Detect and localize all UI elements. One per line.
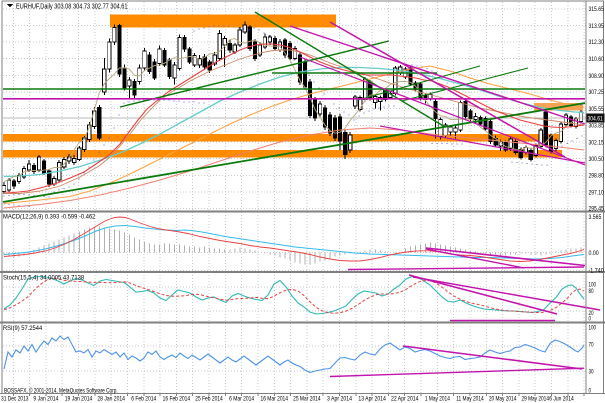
svg-text:-1.740: -1.740 [589,268,605,275]
svg-text:6 Jun 2014: 6 Jun 2014 [549,395,574,402]
svg-text:6 Feb 2014: 6 Feb 2014 [131,395,156,402]
svg-text:302.15: 302.15 [589,140,605,147]
svg-text:80: 80 [589,288,594,295]
svg-text:100: 100 [589,281,597,288]
svg-text:Stoch(15,5,4) 34.0005 43.7138: Stoch(15,5,4) 34.0005 43.7138 [3,275,85,282]
svg-text:100: 100 [589,324,597,331]
svg-text:28 Jan 2014: 28 Jan 2014 [97,395,125,402]
svg-text:0: 0 [589,316,592,323]
svg-text:30: 30 [589,368,594,375]
svg-text:6 Mar 2014: 6 Mar 2014 [229,395,254,402]
svg-text:295.45: 295.45 [589,206,605,213]
svg-text:3 Apr 2014: 3 Apr 2014 [327,395,352,402]
svg-text:22 Apr 2014: 22 Apr 2014 [391,395,419,402]
svg-text:19 Jan 2014: 19 Jan 2014 [65,395,93,402]
svg-text:310.60: 310.60 [589,56,605,63]
svg-text:29 May 2014: 29 May 2014 [521,395,549,402]
svg-text:16 Mar 2014: 16 Mar 2014 [261,395,289,402]
svg-text:25 Mar 2014: 25 Mar 2014 [293,395,321,402]
svg-text:BOSSAFX, © 2001-2014, MetaQuot: BOSSAFX, © 2001-2014, MetaQuotes Softwar… [4,386,118,394]
svg-text:31 Dec 2013: 31 Dec 2013 [1,395,29,402]
svg-text:297.10: 297.10 [589,189,605,196]
svg-text:312.30: 312.30 [589,39,605,46]
svg-text:303.85: 303.85 [589,123,605,130]
svg-text:315.65: 315.65 [589,6,605,13]
svg-text:70: 70 [589,341,594,348]
svg-text:0: 0 [589,387,592,394]
svg-text:16 Feb 2014: 16 Feb 2014 [163,395,191,402]
svg-text:11 May 2014: 11 May 2014 [456,395,484,402]
svg-text:300.50: 300.50 [589,156,605,163]
svg-text:0.00: 0.00 [589,250,600,257]
svg-text:9 Jan 2014: 9 Jan 2014 [33,395,58,402]
svg-text:MACD(12,26,9) 0.393 -0.599 -0.: MACD(12,26,9) 0.393 -0.599 -0.462 [3,214,96,221]
svg-text:RSI(9) 57.2544: RSI(9) 57.2544 [3,325,43,332]
svg-text:305.55: 305.55 [589,106,605,113]
svg-text:EURHUF,Daily 303.08 304.73 30: EURHUF,Daily 303.08 304.73 302.77 304.61 [16,4,128,11]
svg-text:3.565: 3.565 [589,214,602,221]
svg-text:307.25: 307.25 [589,89,605,96]
svg-text:304.61: 304.61 [588,116,604,123]
svg-text:25 Feb 2014: 25 Feb 2014 [195,395,223,402]
svg-text:313.95: 313.95 [589,23,605,30]
svg-text:298.80: 298.80 [589,173,605,180]
svg-text:1 May 2014: 1 May 2014 [425,395,450,402]
svg-text:308.90: 308.90 [589,73,605,80]
svg-text:20 May 2014: 20 May 2014 [489,395,517,402]
svg-text:13 Apr 2014: 13 Apr 2014 [358,395,386,402]
svg-text:20: 20 [589,310,594,317]
